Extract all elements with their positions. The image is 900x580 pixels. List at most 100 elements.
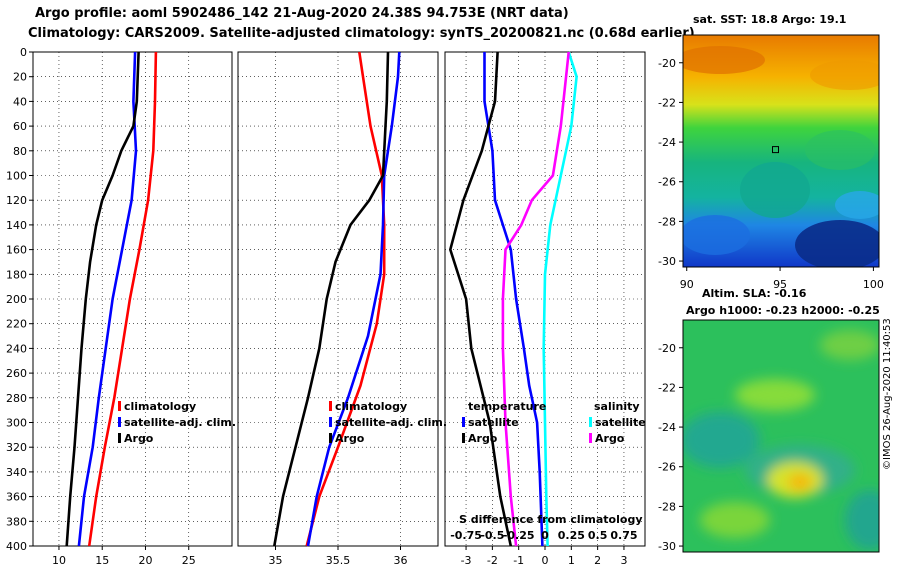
series-line-argo [273,51,390,547]
sst-y-tick-label: -26 [658,176,676,189]
sla-y-tick-label: -22 [658,381,676,394]
salinity-legend-label: Argo [335,432,365,445]
y-tick-label: 120 [6,194,27,207]
difference-legend-label: Argo [595,432,625,445]
sla-map-title-line2: Argo h1000: -0.23 h2000: -0.25 [686,304,880,317]
y-tick-label: 0 [20,46,27,59]
y-tick-label: 60 [13,120,27,133]
difference-legend-label: Argo [468,432,498,445]
y-tick-label: 320 [6,441,27,454]
y-tick-label: 100 [6,170,27,183]
sst-x-tick-label: 100 [863,278,884,291]
difference-legend-title: salinity [594,400,640,413]
series-line-argo [65,51,140,547]
y-tick-label: 340 [6,466,27,479]
difference-legend-label: satellite [468,416,519,429]
x-tick-label: -2 [487,554,498,567]
sub-axis-tick-label: -0.5 [480,529,504,542]
y-tick-label: 240 [6,342,27,355]
difference-legend-title: temperature [468,400,546,413]
sst-y-tick-label: -22 [658,96,676,109]
sub-axis-tick-label: 0 [541,529,549,542]
y-tick-label: 20 [13,71,27,84]
temperature-legend-swatch [118,433,121,443]
x-tick-label: 36 [394,554,408,567]
x-tick-label: 2 [594,554,601,567]
y-tick-label: 80 [13,145,27,158]
y-tick-label: 180 [6,268,27,281]
sub-axis-tick-label: 0.75 [610,529,637,542]
sla-y-tick-label: -28 [658,500,676,513]
sla-map [682,319,880,553]
salinity-legend-swatch [329,433,332,443]
sst-y-tick-label: -30 [658,255,676,268]
y-tick-label: 220 [6,318,27,331]
y-tick-label: 280 [6,392,27,405]
salinity-legend-label: climatology [335,400,407,413]
sub-axis-tick-label: 0.25 [558,529,585,542]
series-line-temperature-satellite [483,52,544,547]
difference-legend-swatch [589,433,592,443]
temperature-legend-swatch [118,401,121,411]
chart-title-line1: Argo profile: aoml 5902486_142 21-Aug-20… [35,6,569,21]
difference-legend-label: satellite [595,416,646,429]
x-tick-label: 20 [138,554,152,567]
panel-frame-temperature [32,51,233,547]
sla-y-tick-label: -20 [658,342,676,355]
series-line-satellite-adj-clim- [77,51,138,547]
x-tick-label: 3 [620,554,627,567]
salinity-legend-swatch [329,401,332,411]
difference-legend-swatch [589,417,592,427]
sla-y-tick-label: -24 [658,421,676,434]
series-line-climatology [305,51,386,547]
y-tick-label: 40 [13,95,27,108]
series-line-climatology [87,51,158,547]
series-line-temperature-argo [448,51,513,547]
x-tick-label: 25 [182,554,196,567]
salinity-legend-swatch [329,417,332,427]
temperature-legend-label: Argo [124,432,154,445]
sst-map [682,34,880,268]
sst-map-patches [683,46,879,267]
temperature-legend-label: climatology [124,400,196,413]
x-tick-label: -3 [461,554,472,567]
x-tick-label: 35 [269,554,283,567]
sst-y-tick-label: -24 [658,136,676,149]
sla-y-tick-label: -26 [658,461,676,474]
credit-text: ©IMOS 26-Aug-2020 11:40:53 [882,318,893,470]
chart-title-line2: Climatology: CARS2009. Satellite-adjuste… [28,26,695,41]
sla-map-patches [683,330,879,550]
x-tick-label: 15 [95,554,109,567]
series-line-salinity-satellite [542,51,578,547]
sub-axis-tick-label: 0.5 [588,529,608,542]
sub-axis-tick-label: -0.75 [450,529,482,542]
y-tick-label: 160 [6,244,27,257]
sst-y-tick-label: -20 [658,57,676,70]
y-tick-label: 380 [6,515,27,528]
y-tick-label: 360 [6,491,27,504]
y-tick-label: 140 [6,219,27,232]
profile-location-marker [772,146,779,154]
sst-x-tick-label: 95 [773,278,787,291]
difference-legend-swatch [462,417,465,427]
salinity-legend-label: satellite-adj. clim. [335,416,447,429]
x-tick-label: 1 [568,554,575,567]
sub-axis-label: S difference from climatology [459,513,643,526]
sla-map-title-line1: Altim. SLA: -0.16 [702,287,807,300]
y-tick-label: 400 [6,540,27,553]
x-tick-label: -1 [513,554,524,567]
sst-x-tick-label: 90 [680,278,694,291]
sla-y-tick-label: -30 [658,540,676,553]
series-line-salinity-argo [501,51,570,547]
sub-axis-tick-label: -0.25 [503,529,535,542]
y-tick-label: 260 [6,367,27,380]
x-tick-label: 0 [542,554,549,567]
y-tick-label: 200 [6,293,27,306]
x-tick-label: 35.5 [326,554,351,567]
y-tick-label: 300 [6,417,27,430]
x-tick-label: 10 [52,554,66,567]
difference-legend-swatch [462,433,465,443]
sst-y-tick-label: -28 [658,215,676,228]
series-line-satellite-adj-clim- [306,51,401,547]
